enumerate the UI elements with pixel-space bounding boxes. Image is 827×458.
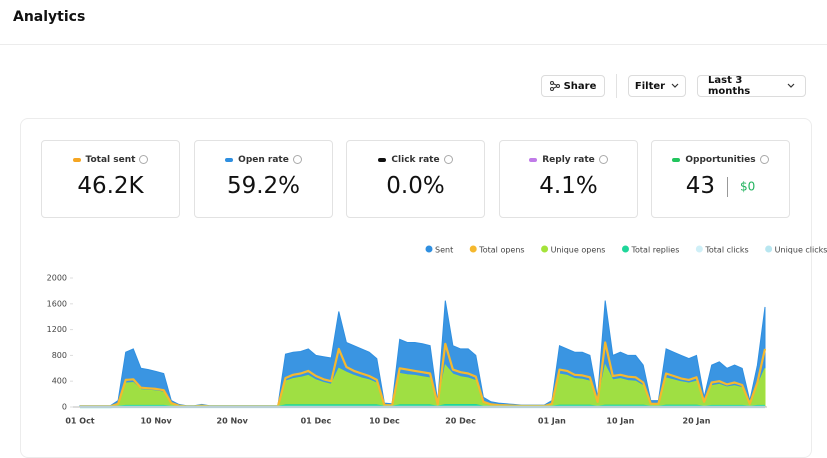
range-label: Last 3 months [708,75,751,97]
share-label: Share [563,80,597,92]
stat-dot [672,157,681,162]
stat-card: Reply rate 4.1% [499,140,638,218]
stat-value: 43 $0 [652,173,789,199]
stat-label: Reply rate [500,155,637,165]
stat-value-text: 0.0% [386,173,445,199]
legend-label: Unique opens [551,246,606,255]
y-tick-label: 800 [52,351,67,360]
stat-dot [225,157,234,162]
legend-marker [621,245,629,253]
stat-dot [72,157,81,162]
legend-label: Total opens [478,246,524,255]
legend-label: Unique clicks [775,246,827,255]
x-tick-label: 20 Jan [683,417,711,426]
range-select[interactable]: Last 3 months [697,75,806,97]
divider [0,44,827,45]
filter-button[interactable]: Filter [628,75,686,97]
filter-label: Filter [634,80,666,92]
info-icon [292,155,302,164]
stat-label: Total sent [42,155,179,165]
stat-label: Opportunities [652,155,789,165]
y-tick-label: 2000 [47,274,67,283]
chart: 0 400 800 1200 1600 2000 01 Oct 10 Nov 20 Nov 01 … [47,245,827,426]
info-icon [443,155,453,164]
legend-marker [695,245,703,253]
x-tick-label: 10 Nov [140,417,172,426]
share-icon [549,81,560,91]
stat-label-text: Opportunities [685,155,756,165]
x-tick-label: 01 Jan [538,417,566,426]
share-button[interactable]: Share [541,75,605,97]
legend-marker [541,245,549,253]
info-icon [759,155,769,164]
stat-card: Open rate 59.2% [194,140,333,218]
stat-label-text: Click rate [391,155,440,165]
x-tick-label: 10 Jan [606,417,634,426]
toolbar-divider [616,74,617,98]
stat-label: Click rate [347,155,484,165]
stat-card: Total sent 46.2K [41,140,180,218]
legend-label: Sent [435,246,453,255]
stat-card: Click rate 0.0% [346,140,485,218]
y-tick-label: 0 [62,403,67,412]
stat-value-text: 59.2% [226,173,301,199]
stat-value-text: 4.1% [539,173,598,199]
stat-value: 59.2% [195,173,332,199]
stat-value: 4.1% [500,173,637,199]
stat-dot [529,157,538,162]
x-tick-label: 20 Nov [217,417,249,426]
stat-value: 46.2K [42,173,179,199]
stat-label-text: Total sent [85,155,136,165]
page-title: Analytics [13,9,86,25]
legend-marker [469,245,477,253]
stat-extra: $0 [740,179,756,194]
stat-value: 0.0% [347,173,484,199]
legend-marker [765,245,773,253]
info-icon [598,155,608,164]
legend-label: Total replies [630,246,679,255]
y-tick-label: 1600 [47,299,67,308]
x-tick-label: 20 Dec [445,417,476,426]
x-tick-label: 01 Oct [65,417,94,426]
legend-label: Total clicks [704,246,748,255]
stat-value-text: 43 [685,173,715,199]
y-tick-label: 400 [52,377,67,386]
stat-value-text: 46.2K [77,173,144,199]
legend-marker [425,245,433,253]
y-tick-label: 1200 [47,325,67,334]
x-tick-label: 01 Dec [301,417,332,426]
x-tick-label: 10 Dec [369,417,400,426]
stat-label-text: Open rate [238,155,289,165]
info-icon [139,155,149,164]
stat-label: Open rate [195,155,332,165]
stat-label-text: Reply rate [542,155,595,165]
stat-dot [378,157,387,162]
stat-card: Opportunities 43 $0 [651,140,790,218]
chevron [671,83,679,88]
chevron [787,83,795,88]
separator [727,176,728,197]
